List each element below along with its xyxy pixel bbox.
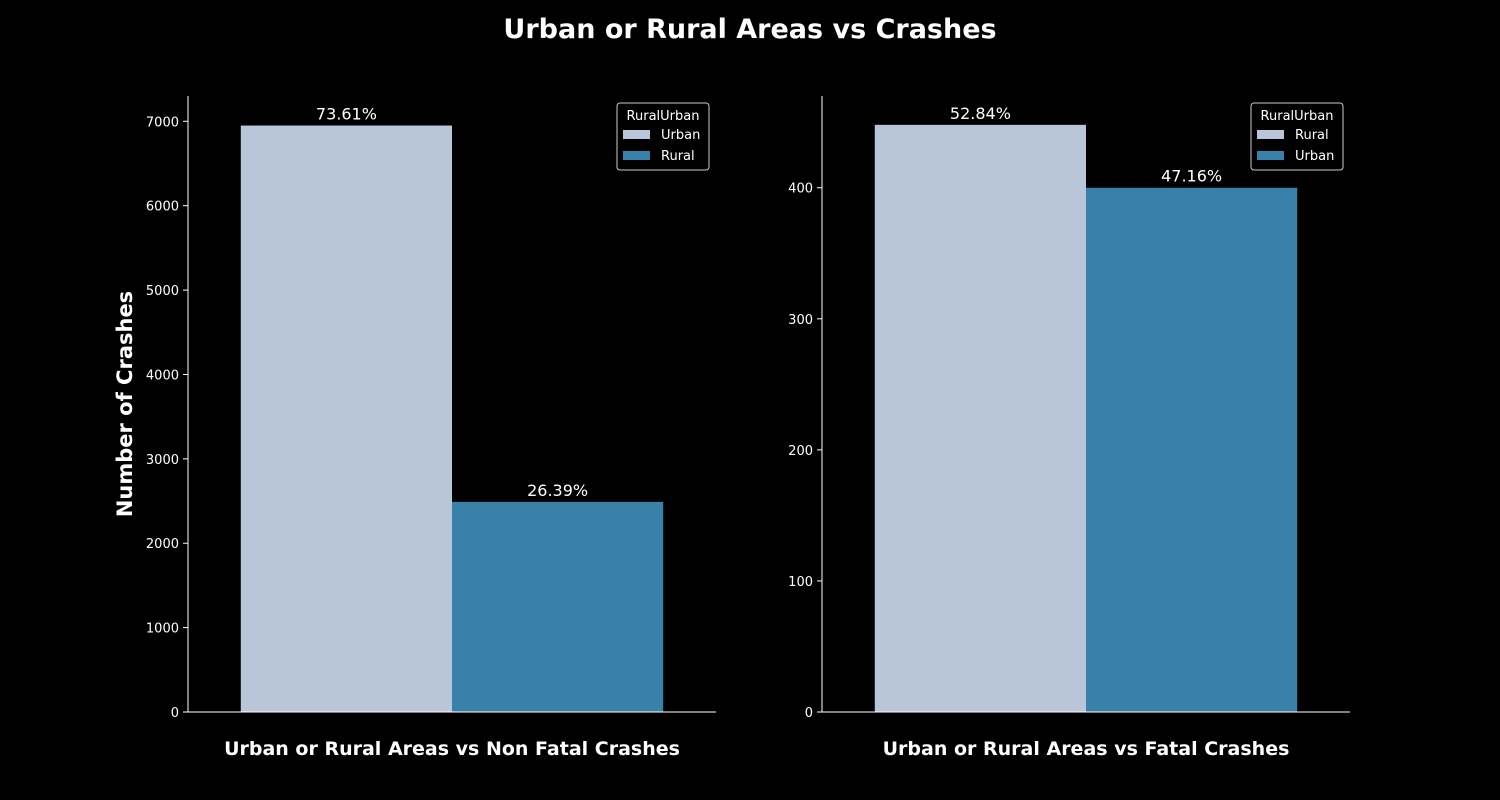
- y-tick-label: 200: [788, 444, 813, 459]
- legend: RuralUrban Urban Rural: [616, 102, 710, 171]
- y-tick-label: 0: [805, 706, 813, 721]
- y-tick-label: 4000: [146, 368, 179, 383]
- y-tick-label: 1000: [146, 622, 179, 637]
- legend-title: RuralUrban: [1261, 109, 1334, 124]
- y-tick-label: 400: [788, 182, 813, 197]
- bar-urban: [240, 125, 452, 713]
- chart-panel-non-fatal: 73.61% 26.39% 0 1000 2000 3000 4000 5000 6000 700…: [146, 96, 716, 760]
- bar-percent-label: 26.39%: [527, 481, 588, 500]
- x-axis-label: Urban or Rural Areas vs Fatal Crashes: [883, 738, 1290, 760]
- y-axis-label: Number of Crashes: [113, 291, 137, 517]
- bar-percent-label: 73.61%: [316, 105, 377, 124]
- legend-entry: Urban: [1295, 149, 1334, 164]
- bar-urban: [1086, 187, 1298, 712]
- legend-swatch: [1257, 151, 1284, 160]
- y-tick-label: 0: [171, 706, 179, 721]
- legend-swatch: [623, 151, 650, 160]
- legend-swatch: [1257, 130, 1284, 139]
- y-tick-label: 6000: [146, 200, 179, 215]
- bar-percent-label: 52.84%: [950, 104, 1011, 123]
- x-axis-label: Urban or Rural Areas vs Non Fatal Crashe…: [224, 738, 680, 760]
- chart-panel-fatal: 52.84% 47.16% 0 100 200 300 400 Urban or Rural …: [788, 96, 1350, 760]
- y-tick-label: 5000: [146, 284, 179, 299]
- y-tick-label: 2000: [146, 537, 179, 552]
- y-tick-label: 7000: [146, 115, 179, 130]
- y-tick-label: 3000: [146, 453, 179, 468]
- figure-title: Urban or Rural Areas vs Crashes: [503, 14, 996, 45]
- legend-title: RuralUrban: [627, 109, 700, 124]
- bar-percent-label: 47.16%: [1161, 167, 1222, 186]
- y-tick-label: 300: [788, 313, 813, 328]
- legend-entry: Rural: [1295, 128, 1329, 143]
- legend-entry: Rural: [661, 149, 695, 164]
- legend-entry: Urban: [661, 128, 700, 143]
- bar-rural: [874, 124, 1086, 712]
- y-tick-label: 100: [788, 575, 813, 590]
- bar-rural: [452, 501, 664, 712]
- legend-swatch: [623, 130, 650, 139]
